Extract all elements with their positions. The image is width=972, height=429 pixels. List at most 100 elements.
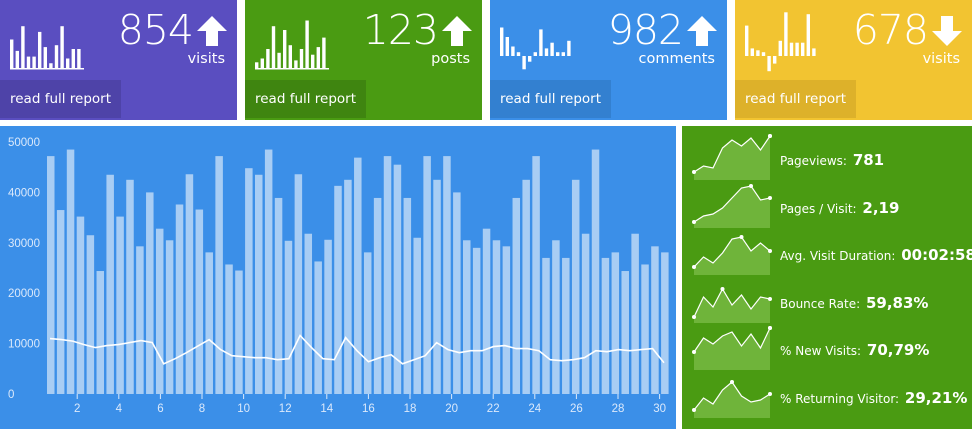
read-full-report-button[interactable]: read full report xyxy=(490,80,612,118)
mini-bar xyxy=(255,62,259,68)
sparkline-line xyxy=(693,287,771,317)
x-tick-label: 4 xyxy=(116,403,123,415)
stat-label: Avg. Visit Duration: 00:02:58 xyxy=(780,246,972,264)
mini-baseline xyxy=(255,68,329,70)
chart-bar xyxy=(532,156,540,394)
read-full-report-button[interactable]: read full report xyxy=(0,80,122,118)
read-full-report-button[interactable]: read full report xyxy=(245,80,367,118)
sparkline-line xyxy=(693,327,771,353)
main-chart: 0 10000 20000 30000 40000 50000 2 4 6 8 10 12 14 16 18… xyxy=(0,126,676,429)
y-tick-label: 40000 xyxy=(8,187,40,199)
x-tick-label: 2 xyxy=(74,403,80,415)
mini-bar xyxy=(32,56,36,68)
chart-bar xyxy=(552,240,560,394)
sparkline-dot xyxy=(692,407,696,412)
mini-bar xyxy=(38,31,42,68)
sparkline-dot xyxy=(768,249,772,253)
sparkline-area xyxy=(694,288,770,323)
mini-baseline xyxy=(10,68,84,70)
sparkline-dot xyxy=(692,350,696,354)
chart-bar xyxy=(611,252,620,394)
mini-bar xyxy=(795,42,799,56)
sparkline-chart xyxy=(692,183,772,228)
mini-bar xyxy=(511,46,515,56)
y-tick-label: 20000 xyxy=(8,288,40,300)
sparkline-area xyxy=(694,185,770,228)
sparkline-dot xyxy=(768,296,772,301)
stat-value: 59,83% xyxy=(865,293,929,312)
chart-bar xyxy=(661,252,669,394)
chart-bar xyxy=(472,247,481,394)
mini-bar xyxy=(761,52,766,56)
chart-bar xyxy=(453,192,461,394)
mini-bar-chart xyxy=(255,20,329,70)
stat-value: 70,79% xyxy=(866,341,930,359)
chart-bar xyxy=(255,174,263,394)
sparkline-chart xyxy=(692,379,772,418)
mini-bar xyxy=(43,47,47,68)
stat-label: Pageviews: 781 xyxy=(780,151,884,169)
chart-bar xyxy=(47,156,55,394)
x-tick-label: 18 xyxy=(404,403,417,415)
chart-bar xyxy=(314,261,322,394)
x-tick-label: 6 xyxy=(157,403,163,415)
chart-bar xyxy=(482,228,491,394)
chart-bar xyxy=(363,252,372,394)
arrow-up-icon xyxy=(442,16,472,46)
stat-name: Avg. Visit Duration: xyxy=(780,249,896,263)
mini-bar xyxy=(750,48,754,56)
chart-bar xyxy=(433,179,441,394)
stat-row: % New Visits: 70,79% xyxy=(690,324,970,374)
mini-bar xyxy=(316,47,320,68)
y-tick-label: 50000 xyxy=(8,137,40,149)
mini-bar xyxy=(294,60,298,68)
mini-bar xyxy=(544,48,549,56)
read-full-report-button[interactable]: read full report xyxy=(735,80,857,118)
chart-bar xyxy=(215,156,223,394)
chart-bar xyxy=(383,156,392,394)
chart-bar xyxy=(393,164,402,394)
sparkline-area xyxy=(694,381,770,418)
mini-bar xyxy=(26,56,31,68)
tile-metric-label: visits xyxy=(187,51,225,67)
sparkline-dot xyxy=(720,286,725,291)
sparkline-dot xyxy=(768,326,772,330)
sparkline-dot xyxy=(768,195,772,200)
chart-bar xyxy=(146,192,154,394)
tile-value: 982 xyxy=(607,6,684,54)
stat-tile-3: 982 comments read full report xyxy=(490,0,727,120)
mini-bar xyxy=(311,54,315,68)
stat-label: % Returning Visitor: 29,21% xyxy=(780,389,967,407)
chart-bar xyxy=(344,179,352,394)
sparkline-area xyxy=(694,237,770,275)
mini-bar xyxy=(556,52,560,56)
stat-name: % New Visits: xyxy=(780,344,862,358)
x-tick-label: 8 xyxy=(199,403,205,415)
x-tick-label: 14 xyxy=(320,403,333,415)
chart-bar xyxy=(86,235,95,394)
stat-label: % New Visits: 70,79% xyxy=(780,341,929,359)
sparkline-dot xyxy=(692,219,696,224)
chart-bar xyxy=(165,240,174,394)
mini-bar xyxy=(283,30,287,68)
chart-bar xyxy=(56,210,65,394)
chart-bar xyxy=(175,204,184,394)
chart-bar xyxy=(284,240,293,394)
chart-bar xyxy=(155,228,164,394)
chart-bar xyxy=(522,179,530,394)
mini-bar xyxy=(767,56,771,72)
chart-bar xyxy=(651,246,659,394)
mini-bar xyxy=(77,49,81,68)
x-tick-label: 30 xyxy=(653,403,666,415)
chart-bar xyxy=(205,252,213,394)
tile-metric-label: posts xyxy=(431,51,470,67)
sparkline-line xyxy=(693,135,771,173)
stat-tile-1: 854 visits read full report xyxy=(0,0,237,120)
mini-bar xyxy=(260,58,264,68)
stats-panel: Pageviews: 781 Pages / Visit: 2,19 Avg. Vi… xyxy=(682,126,972,429)
tile-metric-label: visits xyxy=(922,51,960,67)
mini-bar xyxy=(516,52,521,56)
chart-bar xyxy=(96,271,105,394)
chart-bar xyxy=(274,197,283,394)
